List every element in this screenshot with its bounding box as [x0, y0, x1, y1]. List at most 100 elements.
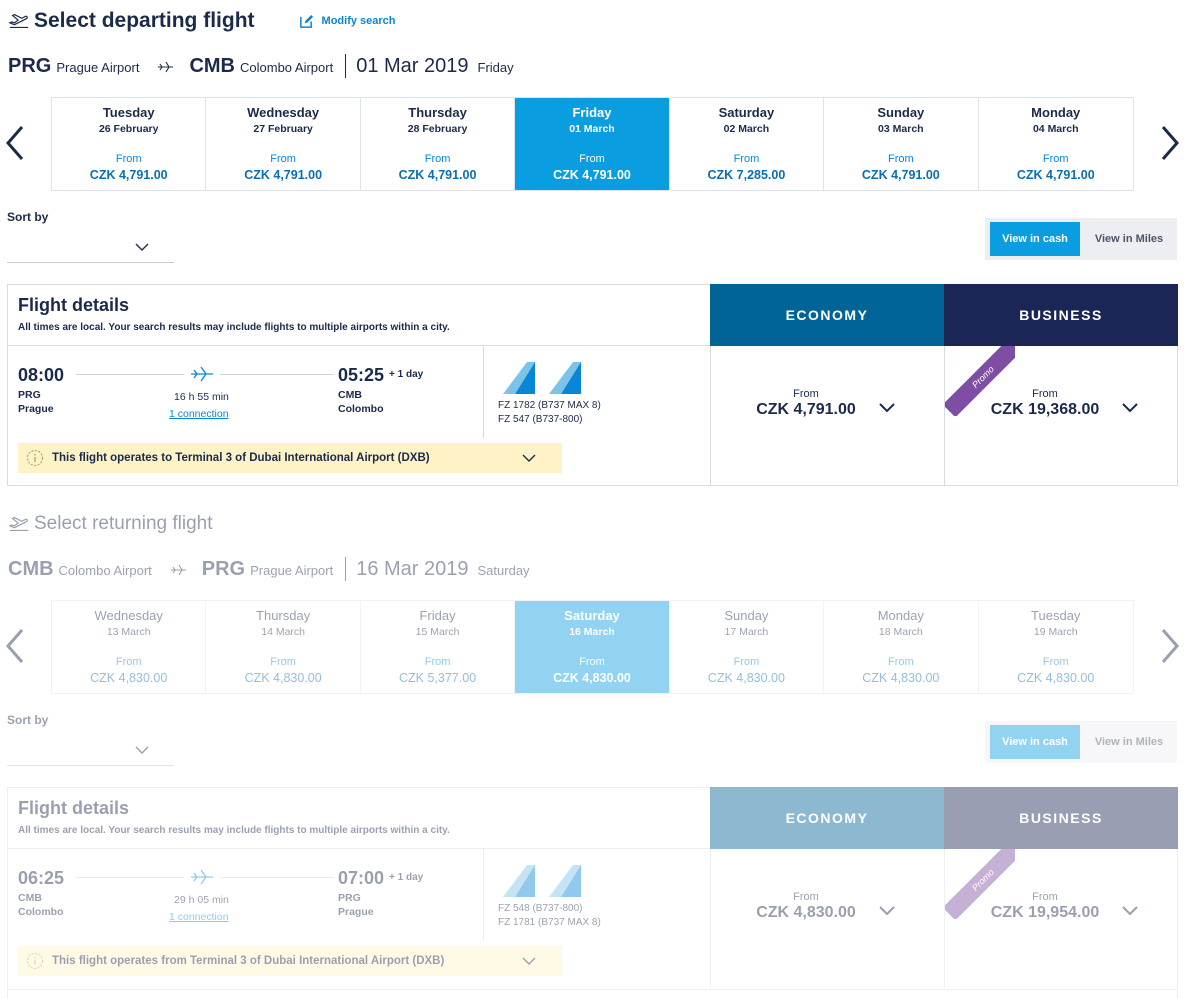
- from-label: From: [115, 153, 142, 165]
- day-name: Monday: [877, 608, 924, 623]
- day-price: CZK 4,830.00: [90, 671, 168, 685]
- currency-toggle: View in cash View in Miles: [985, 721, 1177, 763]
- day-date: 17 March: [724, 626, 769, 638]
- info-icon: [26, 952, 44, 970]
- divider: [345, 54, 347, 78]
- day-name: Saturday: [718, 105, 775, 120]
- from-label: From: [270, 656, 296, 668]
- day-name: Thursday: [408, 105, 467, 120]
- day-date: 13 March: [106, 626, 151, 638]
- date-option[interactable]: Tuesday 19 March From CZK 4,830.00: [979, 601, 1133, 693]
- from-label: From: [793, 891, 819, 903]
- flight-number: FZ 1781 (B737 MAX 8): [498, 917, 601, 928]
- sort-label: Sort by: [7, 713, 49, 727]
- day-price: CZK 4,791.00: [1016, 168, 1095, 182]
- travel-date: 01 Mar 2019: [356, 55, 469, 77]
- business-header: BUSINESS: [944, 787, 1178, 849]
- sort-label: Sort by: [7, 210, 49, 224]
- terminal-notice[interactable]: This flight operates from Terminal 3 of …: [18, 946, 562, 976]
- date-option[interactable]: Wednesday 27 February From CZK 4,791.00: [206, 98, 361, 190]
- terminal-notice[interactable]: This flight operates to Terminal 3 of Du…: [18, 443, 562, 473]
- flight-details-title: Flight details: [18, 295, 130, 315]
- day-name: Sunday: [877, 105, 925, 120]
- currency-toggle: View in cash View in Miles: [985, 218, 1177, 260]
- info-icon: [26, 449, 44, 467]
- chevron-down-icon: [1122, 403, 1138, 413]
- view-in-cash-button[interactable]: View in cash: [990, 725, 1080, 759]
- date-option[interactable]: Monday 04 March From CZK 4,791.00: [979, 98, 1133, 190]
- airline-logo-icon: [503, 362, 581, 394]
- economy-fare[interactable]: From CZK 4,791.00: [710, 346, 944, 485]
- view-in-miles-button[interactable]: View in Miles: [1094, 233, 1164, 245]
- date-option[interactable]: Sunday 03 March From CZK 4,791.00: [824, 98, 979, 190]
- from-label: From: [424, 656, 451, 668]
- destination-airport: Prague Airport: [250, 563, 334, 578]
- economy-price: CZK 4,830.00: [756, 904, 856, 921]
- from-label: From: [733, 656, 760, 668]
- date-option[interactable]: Friday 15 March From CZK 5,377.00: [361, 601, 516, 693]
- chevron-down-icon: [879, 403, 895, 413]
- date-option-selected[interactable]: Saturday 16 March From CZK 4,830.00: [515, 601, 670, 693]
- plane-icon: [191, 366, 213, 382]
- flight-number: FZ 1782 (B737 MAX 8): [498, 400, 601, 411]
- chevron-right-icon[interactable]: [1160, 125, 1180, 161]
- travel-date: 16 Mar 2019: [356, 558, 469, 580]
- date-option[interactable]: Tuesday 26 February From CZK 4,791.00: [52, 98, 207, 190]
- divider: [345, 557, 347, 581]
- date-option[interactable]: Monday 18 March From CZK 4,830.00: [824, 601, 979, 693]
- day-date: 18 March: [878, 626, 923, 638]
- day-name: Sunday: [724, 608, 769, 623]
- economy-header: ECONOMY: [710, 284, 944, 346]
- day-price: CZK 4,830.00: [862, 671, 940, 685]
- plane-icon: [158, 61, 174, 73]
- view-in-cash-button[interactable]: View in cash: [990, 222, 1080, 256]
- origin-code: CMB: [8, 558, 54, 580]
- chevron-right-icon[interactable]: [1160, 628, 1180, 664]
- destination-airport: Colombo Airport: [240, 60, 334, 75]
- day-name: Tuesday: [102, 105, 155, 120]
- chevron-left-icon[interactable]: [5, 125, 25, 161]
- flight-number: FZ 547 (B737-800): [498, 414, 583, 425]
- connection-link[interactable]: 1 connection: [169, 408, 229, 420]
- flight-results: Flight details All times are local. Your…: [7, 284, 1178, 486]
- date-option-selected[interactable]: Friday 01 March From CZK 4,791.00: [515, 98, 670, 190]
- date-option[interactable]: Thursday 14 March From CZK 4,830.00: [206, 601, 361, 693]
- date-option[interactable]: Thursday 28 February From CZK 4,791.00: [361, 98, 516, 190]
- departure-city: Colombo: [18, 906, 64, 918]
- page-title: Select departing flight: [34, 9, 255, 32]
- returning-route: CMB Colombo Airport PRG Prague Airport 1…: [8, 551, 530, 581]
- from-label: From: [1042, 656, 1069, 668]
- plus-day: + 1 day: [389, 872, 424, 883]
- view-in-miles-button[interactable]: View in Miles: [1094, 736, 1164, 748]
- date-option[interactable]: Saturday 02 March From CZK 7,285.00: [670, 98, 825, 190]
- travel-day: Friday: [477, 60, 514, 75]
- modify-search-button[interactable]: Modify search: [299, 14, 396, 29]
- flight-details-header: Flight details All times are local. Your…: [8, 788, 710, 849]
- day-name: Monday: [1031, 105, 1081, 120]
- date-option[interactable]: Wednesday 13 March From CZK 4,830.00: [52, 601, 207, 693]
- date-option[interactable]: Sunday 17 March From CZK 4,830.00: [670, 601, 825, 693]
- connection-link[interactable]: 1 connection: [169, 911, 229, 923]
- divider: [483, 346, 484, 438]
- from-label: From: [579, 153, 605, 165]
- arrival-code: PRG: [338, 892, 361, 904]
- origin-airport: Colombo Airport: [58, 563, 152, 578]
- sort-dropdown[interactable]: [7, 236, 174, 263]
- duration: 29 h 05 min: [174, 894, 229, 906]
- origin-code: PRG: [8, 55, 52, 77]
- chevron-left-icon[interactable]: [5, 628, 25, 664]
- notice-text: This flight operates to Terminal 3 of Du…: [52, 452, 430, 464]
- business-fare[interactable]: Promo From CZK 19,368.00: [944, 346, 1178, 485]
- departure-time: 06:25: [18, 868, 65, 888]
- sort-dropdown[interactable]: [7, 739, 174, 766]
- arrival-time: 07:00: [338, 868, 385, 888]
- plus-day: + 1 day: [389, 369, 424, 380]
- route-line: [76, 877, 184, 878]
- route-line: [220, 374, 334, 375]
- flight-row: 08:00 05:25 + 1 day PRG Prague 16 h 55 m…: [8, 346, 1178, 486]
- route-line: [220, 877, 334, 878]
- economy-fare[interactable]: From CZK 4,830.00: [710, 849, 944, 988]
- destination-code: PRG: [201, 558, 246, 580]
- business-fare[interactable]: Promo From CZK 19,954.00: [944, 849, 1178, 988]
- day-date: 14 March: [261, 626, 306, 638]
